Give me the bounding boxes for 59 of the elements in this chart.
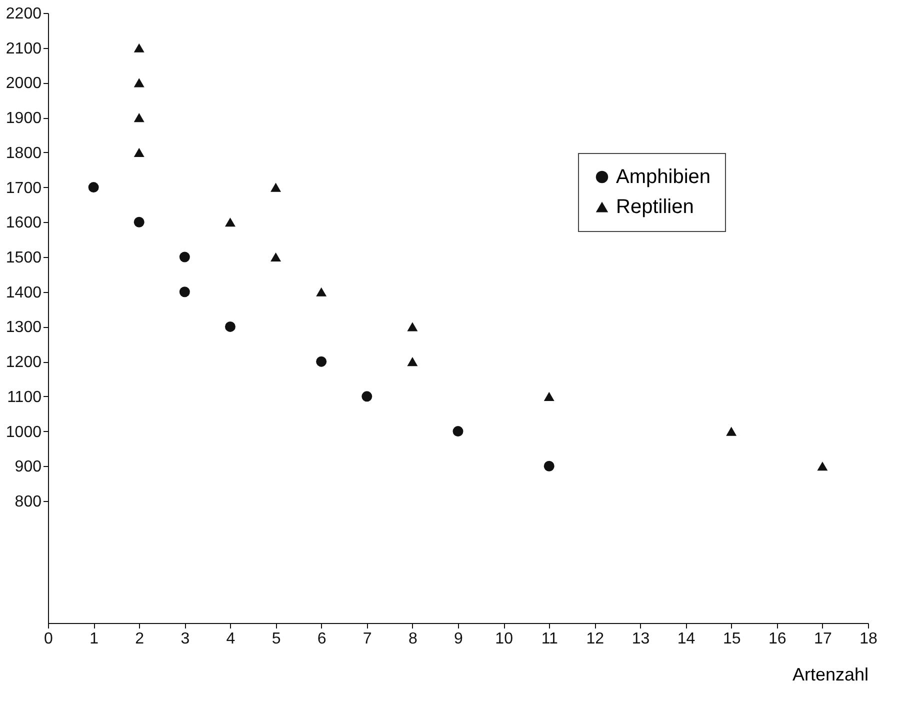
x-tick-label: 4 [226, 630, 236, 648]
y-tick-label: 2000 [6, 75, 42, 92]
point [544, 460, 554, 472]
y-tick-label: 1900 [6, 110, 42, 128]
point [270, 182, 282, 192]
point [362, 391, 372, 402]
point [817, 462, 828, 471]
y-tick-label: 1600 [6, 214, 42, 232]
x-tick-label: 5 [272, 630, 281, 648]
y-tick-label: 1400 [6, 284, 42, 302]
point [224, 321, 236, 332]
x-tick-label: 7 [362, 630, 372, 648]
point [88, 182, 99, 193]
y-tick-label: 800 [14, 494, 42, 510]
x-tick-label: 0 [44, 630, 54, 648]
x-tick-label: 8 [408, 630, 418, 648]
x-tick-label: 11 [541, 630, 558, 648]
x-tick-label: 3 [180, 630, 190, 648]
point [224, 218, 236, 227]
point [179, 252, 190, 262]
x-tick-label: 13 [632, 630, 650, 648]
y-tick-label: 2200 [6, 6, 42, 22]
y-tick-label: 2100 [6, 40, 42, 58]
point [134, 148, 144, 157]
point [134, 216, 144, 228]
x-tick-label: 2 [135, 630, 144, 648]
x-tick-label: 14 [677, 630, 696, 648]
legend-label: Amphibien [616, 166, 711, 188]
y-tick-label: 1800 [6, 144, 42, 162]
y-tick-label: 1100 [7, 388, 42, 406]
point [316, 287, 327, 296]
x-tick-label: 10 [495, 630, 514, 648]
point [179, 286, 190, 298]
point [134, 78, 144, 88]
x-tick-label: 9 [454, 630, 464, 648]
point [726, 426, 737, 436]
x-tick-label: 17 [814, 630, 832, 648]
y-tick-label: 900 [14, 458, 42, 476]
x-tick-label: 15 [722, 630, 741, 648]
point [316, 356, 327, 367]
point [270, 252, 282, 262]
x-tick-label: 1 [90, 630, 99, 648]
point [407, 357, 418, 366]
x-axis-title: Artenzahl [792, 664, 868, 684]
point [452, 426, 464, 437]
y-tick-label: 1200 [6, 354, 42, 372]
point [407, 322, 418, 332]
y-tick-label: 1500 [6, 250, 42, 266]
x-tick-label: 18 [860, 630, 878, 648]
point [544, 392, 554, 401]
y-tick-label: 1000 [6, 424, 42, 441]
x-tick-label: 6 [317, 630, 326, 648]
point [134, 113, 144, 122]
legend-label: Reptilien [616, 196, 694, 218]
x-tick-label: 16 [768, 630, 786, 648]
y-tick-label: 1300 [6, 319, 42, 336]
x-tick-label: 12 [586, 630, 604, 648]
point [134, 43, 144, 52]
y-tick-label: 1700 [6, 180, 42, 197]
